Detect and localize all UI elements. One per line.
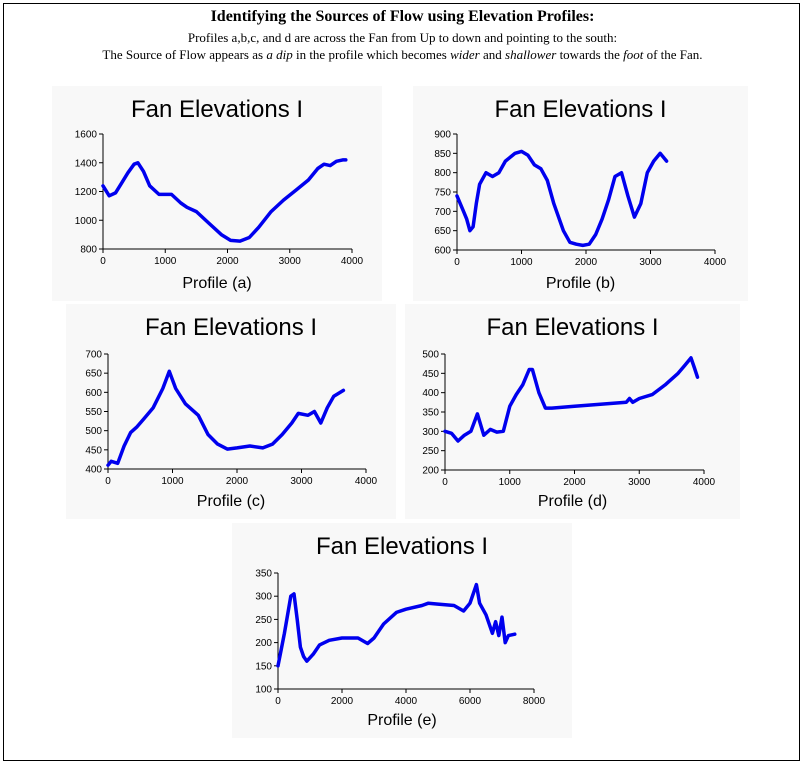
subtitle-emphasis: wider bbox=[450, 47, 480, 62]
chart-panel-c: Fan Elevations I 400 450 500 550 600 650 700 0 1… bbox=[66, 304, 396, 519]
x-axis-label: Profile (e) bbox=[367, 712, 437, 729]
x-tick-label: 1000 bbox=[154, 256, 177, 267]
x-tick-label: 4000 bbox=[693, 477, 716, 488]
x-axis-label: Profile (a) bbox=[182, 275, 252, 292]
subtitle-emphasis: a dip bbox=[266, 47, 293, 62]
y-tick-label: 450 bbox=[85, 445, 102, 456]
y-tick-label: 800 bbox=[80, 245, 97, 256]
series-line bbox=[276, 582, 517, 668]
series-line bbox=[106, 369, 346, 467]
x-tick-label: 0 bbox=[100, 256, 106, 267]
subtitle-part: and bbox=[479, 47, 506, 62]
y-tick-label: 500 bbox=[422, 350, 439, 361]
chart-panel-e: Fan Elevations I 100 150 200 250 300 350 0 2000… bbox=[232, 523, 572, 738]
y-tick-label: 700 bbox=[85, 350, 102, 361]
y-tick-label: 650 bbox=[434, 226, 451, 237]
y-tick-label: 500 bbox=[85, 426, 102, 437]
x-tick-label: 0 bbox=[442, 477, 448, 488]
chart-title: Fan Elevations I bbox=[486, 314, 659, 341]
x-tick-label: 0 bbox=[454, 257, 460, 268]
y-tick-label: 350 bbox=[255, 569, 272, 580]
subtitle-part: The Source of Flow appears as bbox=[102, 47, 267, 62]
x-tick-label: 3000 bbox=[290, 476, 313, 487]
x-tick-label: 0 bbox=[105, 476, 111, 487]
chart-title: Fan Elevations I bbox=[130, 96, 304, 123]
y-tick-label: 200 bbox=[255, 638, 272, 649]
chart-title: Fan Elevations I bbox=[144, 314, 318, 341]
y-tick-label: 1000 bbox=[75, 216, 98, 227]
chart-title: Fan Elevations I bbox=[315, 533, 489, 560]
chart-plot-b: 600 650 700 750 800 850 900 0 1000 2000 3000 4000 bbox=[434, 130, 727, 269]
y-tick-label: 250 bbox=[255, 615, 272, 626]
x-tick-label: 2000 bbox=[331, 696, 354, 707]
x-tick-label: 2000 bbox=[226, 476, 249, 487]
subtitle-part: of the Fan. bbox=[643, 47, 703, 62]
y-tick-label: 550 bbox=[85, 407, 102, 418]
series-line bbox=[455, 149, 669, 248]
x-tick-label: 8000 bbox=[523, 696, 546, 707]
y-tick-label: 1600 bbox=[75, 130, 98, 141]
chart-title: Fan Elevations I bbox=[494, 96, 667, 123]
y-tick-label: 150 bbox=[255, 661, 272, 672]
subtitle-part: in the profile which becomes bbox=[292, 47, 451, 62]
chart-plot-e: 100 150 200 250 300 350 0 2000 4000 6000 8000 bbox=[255, 569, 546, 708]
x-tick-label: 6000 bbox=[459, 696, 482, 707]
y-tick-label: 750 bbox=[434, 188, 451, 199]
y-tick-label: 100 bbox=[255, 685, 272, 696]
y-tick-label: 1200 bbox=[75, 187, 98, 198]
y-tick-label: 1400 bbox=[75, 158, 98, 169]
y-tick-label: 800 bbox=[434, 168, 451, 179]
y-tick-label: 300 bbox=[422, 427, 439, 438]
y-tick-label: 600 bbox=[434, 246, 451, 257]
y-tick-label: 850 bbox=[434, 149, 451, 160]
figure-subtitle-line-2: The Source of Flow appears as a dip in t… bbox=[0, 47, 805, 63]
x-tick-label: 3000 bbox=[639, 257, 662, 268]
y-tick-label: 450 bbox=[422, 369, 439, 380]
y-tick-label: 300 bbox=[255, 592, 272, 603]
figure-title: Identifying the Sources of Flow using El… bbox=[210, 8, 595, 25]
y-tick-label: 350 bbox=[422, 408, 439, 419]
x-tick-label: 2000 bbox=[216, 256, 239, 267]
subtitle-emphasis: shallower bbox=[505, 47, 557, 62]
x-tick-label: 4000 bbox=[704, 257, 727, 268]
chart-plot-d: 200 250 300 350 400 450 500 0 1000 2000 3000 4000 bbox=[422, 350, 716, 489]
x-tick-label: 1000 bbox=[499, 477, 522, 488]
series-line bbox=[443, 356, 700, 443]
chart-panel-d: Fan Elevations I 200 250 300 350 400 450 500 0 1… bbox=[405, 304, 740, 519]
x-axis-label: Profile (b) bbox=[545, 275, 616, 292]
x-tick-label: 4000 bbox=[395, 696, 418, 707]
y-tick-label: 700 bbox=[434, 207, 451, 218]
x-tick-label: 1000 bbox=[161, 476, 184, 487]
x-axis-label: Profile (d) bbox=[537, 493, 608, 510]
x-tick-label: 2000 bbox=[575, 257, 598, 268]
x-tick-label: 4000 bbox=[355, 476, 378, 487]
y-tick-label: 250 bbox=[422, 446, 439, 457]
subtitle-emphasis: foot bbox=[623, 47, 644, 62]
x-axis-label: Profile (c) bbox=[196, 493, 266, 510]
y-tick-label: 650 bbox=[85, 369, 102, 380]
x-tick-label: 4000 bbox=[341, 256, 364, 267]
y-tick-label: 400 bbox=[422, 388, 439, 399]
y-tick-label: 900 bbox=[434, 130, 451, 141]
x-tick-label: 0 bbox=[275, 696, 281, 707]
chart-plot-c: 400 450 500 550 600 650 700 0 1000 2000 3000 4000 bbox=[85, 350, 378, 488]
chart-panel-a: Fan Elevations I 800 1000 1200 1400 1600 0 100… bbox=[52, 86, 382, 301]
chart-plot-a: 800 1000 1200 1400 1600 0 1000 2000 3000 4000 bbox=[75, 130, 364, 268]
x-tick-label: 3000 bbox=[628, 477, 651, 488]
y-tick-label: 200 bbox=[422, 466, 439, 477]
x-tick-label: 3000 bbox=[279, 256, 302, 267]
x-tick-label: 1000 bbox=[510, 257, 533, 268]
chart-panel-b: Fan Elevations I 600 650 700 750 800 850 900 0 1… bbox=[413, 86, 748, 301]
y-tick-label: 400 bbox=[85, 465, 102, 476]
y-tick-label: 600 bbox=[85, 388, 102, 399]
figure-subtitle-line-1: Profiles a,b,c, and d are across the Fan… bbox=[187, 30, 618, 45]
series-line bbox=[101, 158, 348, 243]
subtitle-part: towards the bbox=[556, 47, 624, 62]
x-tick-label: 2000 bbox=[563, 477, 586, 488]
